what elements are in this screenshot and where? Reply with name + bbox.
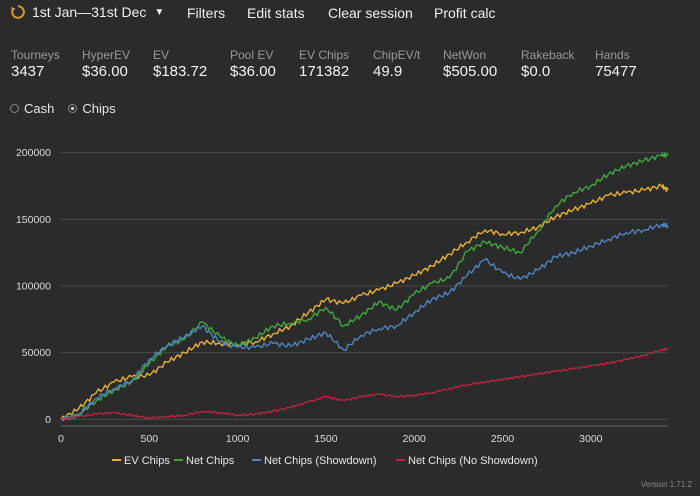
stat-hyperev: HyperEV $36.00 xyxy=(82,48,130,82)
stat-value: $183.72 xyxy=(153,63,208,80)
y-tick-label: 0 xyxy=(45,414,51,426)
clear-session-button[interactable]: Clear session xyxy=(328,5,413,21)
series-line-ev-chips xyxy=(60,183,669,420)
x-tick-label: 500 xyxy=(141,433,159,445)
stat-value: 3437 xyxy=(11,63,45,80)
stat-value: $0.0 xyxy=(521,63,551,80)
version-label: Version 1.71.2 xyxy=(640,480,692,489)
refresh-icon[interactable] xyxy=(10,4,26,20)
stat-label: Pool EV xyxy=(230,48,274,62)
stat-label: ChipEV/t xyxy=(373,48,421,62)
chips-line-chart: 0 50000 100000 150000 200000 0 500 1000 1500 2000… xyxy=(16,147,669,467)
profit-calc-button[interactable]: Profit calc xyxy=(434,5,496,21)
stat-ev: EV $183.72 xyxy=(153,48,207,82)
filters-button[interactable]: Filters xyxy=(187,5,226,21)
series-line-net-chips-no-showdown xyxy=(60,347,669,420)
y-tick-label: 200000 xyxy=(16,147,51,159)
stats-bar: Tourneys 3437 HyperEV $36.00 EV $183.72 … xyxy=(0,48,700,88)
stat-ev-chips: EV Chips 171382 xyxy=(299,48,349,82)
x-tick-label: 2500 xyxy=(491,433,515,445)
stat-value: 49.9 xyxy=(373,63,403,80)
stat-rakeback: Rakeback $0.0 xyxy=(521,48,574,82)
x-tick-label: 2000 xyxy=(403,433,427,445)
stat-value: $36.00 xyxy=(82,63,128,80)
stat-tourneys: Tourneys 3437 xyxy=(11,48,60,82)
date-range-picker[interactable]: 1st Jan—31st Dec ▼ xyxy=(10,4,164,20)
stat-pool-ev: Pool EV $36.00 xyxy=(230,48,276,82)
y-tick-label: 150000 xyxy=(16,214,51,226)
radio-chips-label: Chips xyxy=(82,101,116,116)
legend-label: Net Chips (Showdown) xyxy=(264,455,377,467)
stat-hands: Hands 75477 xyxy=(595,48,637,82)
stat-label: NetWon xyxy=(443,48,487,62)
stat-chipev-per-t: ChipEV/t 49.9 xyxy=(373,48,420,82)
legend-label: EV Chips xyxy=(124,455,170,467)
legend-label: Net Chips (No Showdown) xyxy=(408,455,538,467)
stat-label: Hands xyxy=(595,48,630,62)
radio-cash-label: Cash xyxy=(24,101,55,116)
toolbar: 1st Jan—31st Dec ▼ Filters Edit stats Cl… xyxy=(0,0,700,28)
stat-value: 171382 xyxy=(299,63,350,80)
stat-netwon: NetWon $505.00 xyxy=(443,48,497,82)
radio-chips[interactable]: Chips xyxy=(68,101,116,116)
mode-toggle: Cash Chips xyxy=(10,101,116,116)
chevron-down-icon: ▼ xyxy=(154,6,165,18)
stat-label: HyperEV xyxy=(82,48,131,62)
stat-label: EV Chips xyxy=(299,48,350,62)
series-line-net-chips xyxy=(60,152,669,422)
x-tick-label: 0 xyxy=(58,433,64,445)
series-line-net-chips-showdown xyxy=(60,222,669,421)
stat-label: EV xyxy=(153,48,170,62)
stat-value: 75477 xyxy=(595,63,637,80)
stat-value: $505.00 xyxy=(443,63,498,80)
date-range-label: 1st Jan—31st Dec xyxy=(32,4,147,20)
radio-chips-dot[interactable] xyxy=(68,104,78,113)
radio-cash[interactable]: Cash xyxy=(10,101,54,116)
stat-label: Tourneys xyxy=(11,48,60,62)
y-tick-label: 50000 xyxy=(22,347,51,359)
edit-stats-button[interactable]: Edit stats xyxy=(247,5,305,21)
y-tick-label: 100000 xyxy=(16,281,51,293)
x-tick-label: 3000 xyxy=(579,433,603,445)
x-tick-label: 1000 xyxy=(226,433,250,445)
legend-label: Net Chips xyxy=(186,455,235,467)
radio-cash-dot[interactable] xyxy=(10,104,19,113)
x-tick-label: 1500 xyxy=(314,433,338,445)
stat-label: Rakeback xyxy=(521,48,575,62)
stat-value: $36.00 xyxy=(230,63,276,80)
